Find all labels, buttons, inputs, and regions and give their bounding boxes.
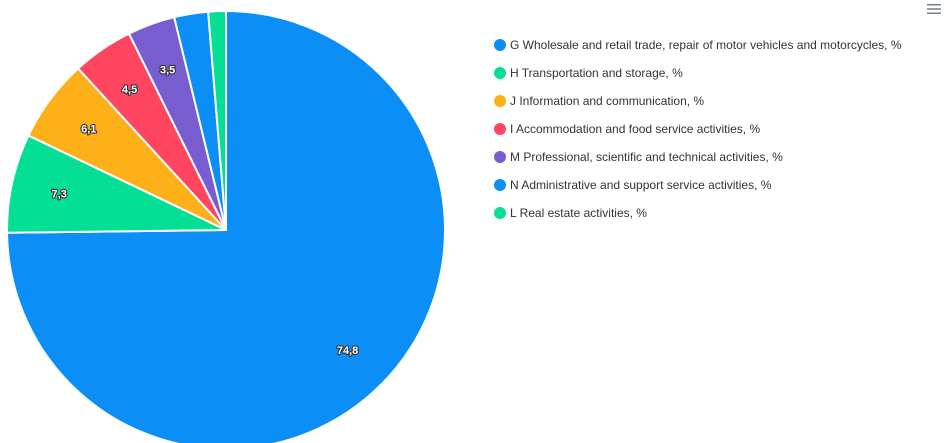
legend-label: H Transportation and storage, % [510,66,683,80]
hamburger-menu-icon [927,4,941,14]
pie-slice[interactable] [207,9,227,231]
legend-label: N Administrative and support service act… [510,178,772,192]
legend-label: I Accommodation and food service activit… [510,122,761,136]
legend-item[interactable]: M Professional, scientific and technical… [494,143,902,171]
legend-label: G Wholesale and retail trade, repair of … [510,38,902,52]
legend-marker [494,151,506,163]
legend-label: M Professional, scientific and technical… [510,150,783,164]
legend-item[interactable]: G Wholesale and retail trade, repair of … [494,31,902,59]
slice-data-label: 7,3 [52,188,67,200]
slice-data-label: 4,5 [122,84,137,96]
legend-item[interactable]: I Accommodation and food service activit… [494,115,902,143]
slice-data-label: 74,8 [337,345,358,357]
legend-marker [494,95,506,107]
legend-marker [494,123,506,135]
legend-marker [494,207,506,219]
legend-label: L Real estate activities, % [510,206,647,220]
pie-slice[interactable] [6,134,227,234]
slice-data-label: 6,1 [81,123,96,135]
chart-legend: G Wholesale and retail trade, repair of … [494,31,902,227]
slice-data-label: 3,5 [160,64,175,76]
legend-label: J Information and communication, % [510,94,705,108]
legend-item[interactable]: H Transportation and storage, % [494,59,902,87]
legend-item[interactable]: J Information and communication, % [494,87,902,115]
legend-marker [494,67,506,79]
legend-item[interactable]: L Real estate activities, % [494,199,902,227]
chart-menu-button[interactable] [923,0,945,18]
legend-item[interactable]: N Administrative and support service act… [494,171,902,199]
legend-marker [494,179,506,191]
legend-marker [494,39,506,51]
